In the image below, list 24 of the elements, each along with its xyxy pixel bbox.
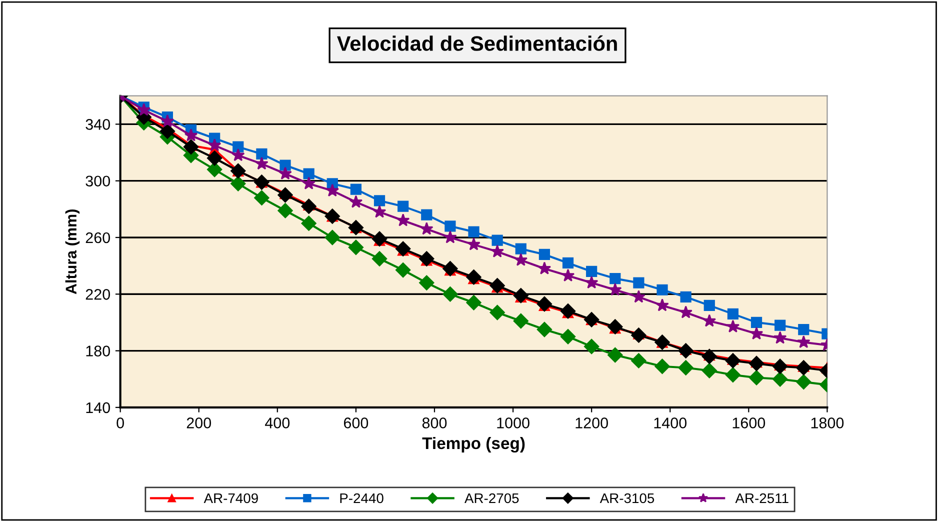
x-tick-label: 1200 <box>576 418 608 428</box>
x-tick-label: 1800 <box>811 418 844 428</box>
legend-label: AR-3105 <box>600 493 654 504</box>
y-tick-label: 300 <box>86 176 110 187</box>
x-tick-label: 1000 <box>497 418 530 428</box>
x-tick-label: 800 <box>422 418 447 428</box>
x-tick-label: 600 <box>344 418 368 428</box>
legend-label: P-2440 <box>340 493 384 504</box>
y-axis-title: Altura (mm) <box>65 210 80 294</box>
x-tick-label: 200 <box>186 418 212 428</box>
chart-title: Velocidad de Sedimentación <box>337 35 617 51</box>
y-tick-label: 260 <box>86 232 110 244</box>
x-tick-label: 0 <box>116 418 124 428</box>
legend-label: AR-2705 <box>464 493 519 504</box>
x-tick-label: 1400 <box>654 418 687 428</box>
x-axis-title: Tiempo (seg) <box>422 436 525 453</box>
x-tick-label: 1600 <box>732 418 766 428</box>
y-tick-label: 180 <box>86 346 110 356</box>
y-tick-label: 140 <box>86 402 110 414</box>
y-tick-label: 340 <box>86 119 110 130</box>
x-tick-label: 400 <box>265 418 290 428</box>
y-tick-label: 220 <box>86 288 110 300</box>
legend-label: AR-7409 <box>204 493 258 504</box>
legend-label: AR-2511 <box>735 493 788 504</box>
